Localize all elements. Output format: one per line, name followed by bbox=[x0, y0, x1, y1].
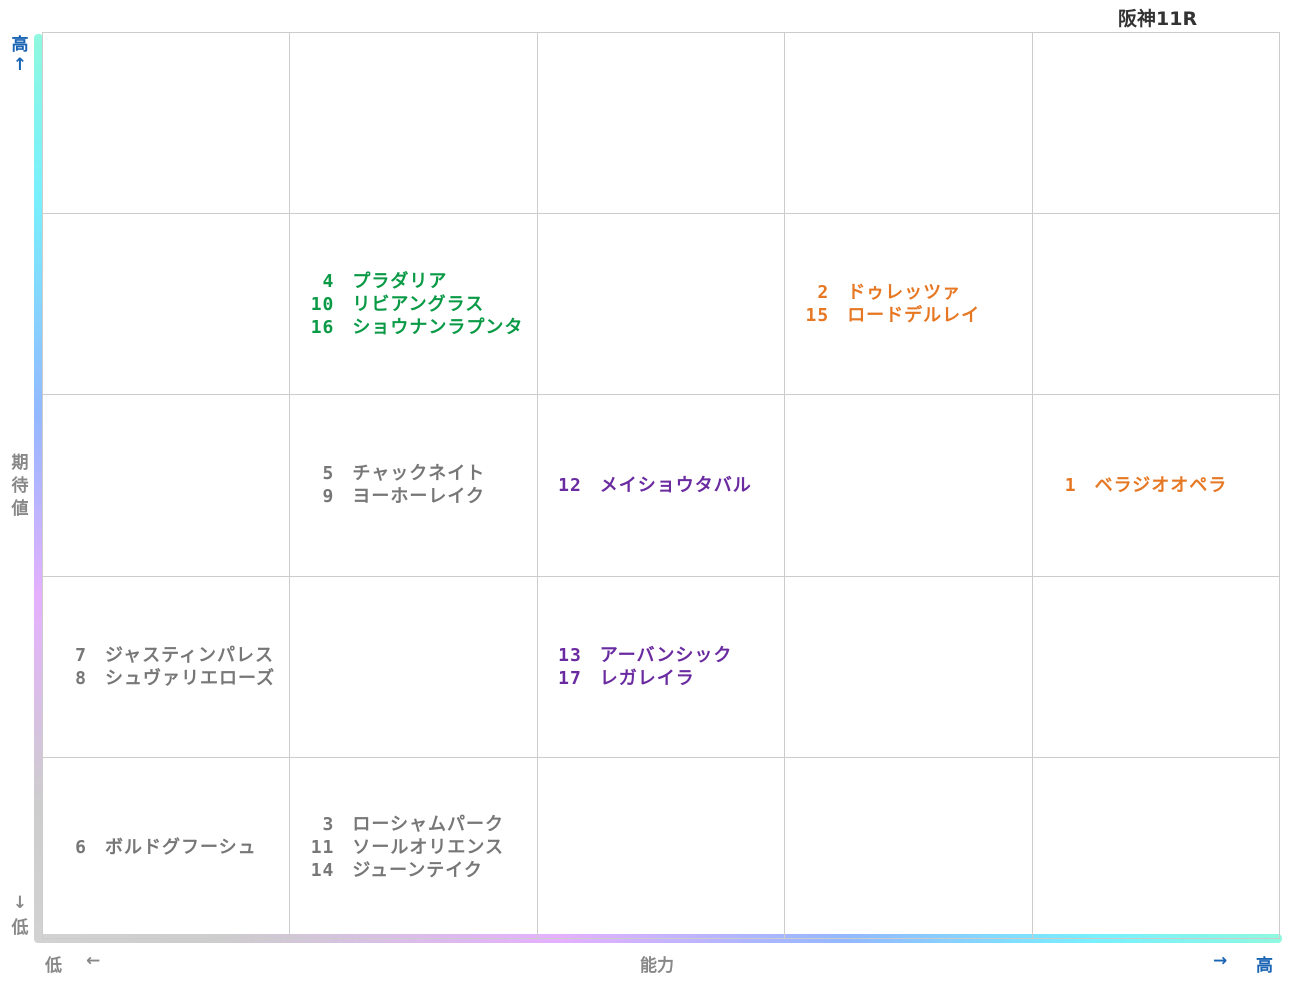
y-axis-gradient-bar bbox=[34, 34, 43, 942]
horse-number: 11 bbox=[310, 837, 335, 859]
x-axis-low-label: 低 bbox=[45, 956, 62, 976]
horse-entry: 8 シュヴァリエローズ bbox=[57, 667, 289, 690]
grid-cell bbox=[42, 33, 290, 215]
grid-cell bbox=[1031, 576, 1279, 758]
horse-name: ボルドグフーシュ bbox=[105, 837, 257, 859]
horse-entry: 11 ソールオリエンス bbox=[304, 836, 536, 859]
grid-cell bbox=[536, 757, 785, 939]
horse-number: 5 bbox=[322, 463, 335, 485]
left-arrow-icon: ← bbox=[86, 951, 101, 971]
y-axis-high-label: 高 bbox=[11, 35, 29, 55]
grid-cell bbox=[42, 214, 290, 396]
grid-cell bbox=[1031, 757, 1279, 939]
horse-name: ジャスティンパレス bbox=[105, 644, 275, 666]
grid-cell bbox=[289, 33, 537, 215]
horse-number: 17 bbox=[558, 667, 582, 689]
up-arrow-icon: ↑ bbox=[12, 55, 28, 75]
horse-entry: 15 ロードデルレイ bbox=[799, 304, 1031, 327]
grid-cell: 1 ベラジオオペラ bbox=[1031, 395, 1279, 577]
grid-cell bbox=[1031, 33, 1279, 215]
horse-name: プラダリア bbox=[352, 270, 448, 292]
grid-cell bbox=[42, 395, 290, 577]
horse-number: 12 bbox=[558, 474, 582, 496]
grid-cell: 4 プラダリア 10 リビアングラス 16 ショウナンラプンタ bbox=[289, 214, 537, 396]
horse-number: 1 bbox=[1064, 474, 1077, 496]
chart-grid: 4 プラダリア 10 リビアングラス 16 ショウナンラプンタ 2 ドゥレッツァ 15 ロードデル… bbox=[42, 32, 1280, 939]
horse-entry: 3 ローシャムパーク bbox=[304, 813, 536, 836]
horse-entry: 17 レガレイラ bbox=[552, 667, 784, 690]
horse-number: 6 bbox=[75, 837, 87, 859]
horse-name: ローシャムパーク bbox=[352, 814, 505, 836]
down-arrow-icon: ↓ bbox=[12, 893, 28, 913]
horse-number: 2 bbox=[817, 282, 830, 304]
horse-number: 8 bbox=[75, 667, 87, 689]
horse-entry: 2 ドゥレッツァ bbox=[799, 281, 1031, 304]
y-axis-title-char-3: 値 bbox=[11, 499, 29, 519]
horse-name: ジューンテイク bbox=[352, 860, 483, 882]
grid-cell bbox=[536, 33, 785, 215]
horse-entry: 1 ベラジオオペラ bbox=[1047, 474, 1279, 497]
horse-number: 4 bbox=[322, 270, 335, 292]
horse-entry: 16 ショウナンラプンタ bbox=[304, 316, 536, 339]
x-axis-high-label: 高 bbox=[1256, 956, 1273, 976]
grid-cell: 13 アーバンシック 17 レガレイラ bbox=[536, 576, 785, 758]
horse-entry: 9 ヨーホーレイク bbox=[304, 485, 536, 508]
y-axis-title-char-1: 期 bbox=[11, 453, 29, 473]
horse-number: 14 bbox=[310, 860, 335, 882]
grid-cell: 3 ローシャムパーク 11 ソールオリエンス 14 ジューンテイク bbox=[289, 757, 537, 939]
horse-number: 16 bbox=[310, 316, 335, 338]
grid-cell: 12 メイショウタバル bbox=[536, 395, 785, 577]
horse-entry: 12 メイショウタバル bbox=[552, 474, 784, 497]
horse-name: シュヴァリエローズ bbox=[105, 667, 276, 689]
horse-name: ベラジオオペラ bbox=[1094, 474, 1228, 496]
grid-cell bbox=[536, 214, 785, 396]
grid-cell bbox=[289, 576, 537, 758]
grid-cell: 7 ジャスティンパレス 8 シュヴァリエローズ bbox=[42, 576, 290, 758]
horse-number: 15 bbox=[805, 305, 830, 327]
grid-cell: 2 ドゥレッツァ 15 ロードデルレイ bbox=[784, 214, 1032, 396]
horse-entry: 6 ボルドグフーシュ bbox=[57, 836, 289, 859]
horse-number: 7 bbox=[75, 644, 87, 666]
horse-entry: 10 リビアングラス bbox=[304, 293, 536, 316]
horse-name: ヨーホーレイク bbox=[352, 486, 486, 508]
horse-name: リビアングラス bbox=[352, 293, 485, 315]
grid-cell bbox=[784, 757, 1032, 939]
grid-cell: 5 チャックネイト 9 ヨーホーレイク bbox=[289, 395, 537, 577]
horse-name: メイショウタバル bbox=[599, 474, 752, 496]
x-axis-title: 能力 bbox=[640, 956, 674, 976]
horse-entry: 13 アーバンシック bbox=[552, 644, 784, 667]
horse-entry: 7 ジャスティンパレス bbox=[57, 644, 289, 667]
right-arrow-icon: → bbox=[1213, 951, 1228, 971]
horse-name: ドゥレッツァ bbox=[847, 282, 962, 304]
horse-entry: 5 チャックネイト bbox=[304, 462, 536, 485]
grid-cell bbox=[784, 576, 1032, 758]
horse-name: レガレイラ bbox=[599, 667, 695, 689]
horse-name: アーバンシック bbox=[599, 644, 733, 666]
y-axis-title-char-2: 待 bbox=[11, 476, 29, 496]
horse-entry: 4 プラダリア bbox=[304, 270, 536, 293]
horse-name: ロードデルレイ bbox=[847, 305, 981, 327]
race-title: 阪神11R bbox=[1118, 8, 1198, 30]
grid-cell bbox=[784, 33, 1032, 215]
horse-number: 9 bbox=[322, 486, 335, 508]
horse-number: 3 bbox=[322, 814, 335, 836]
horse-entry: 14 ジューンテイク bbox=[304, 859, 536, 882]
horse-name: チャックネイト bbox=[352, 463, 486, 485]
horse-name: ソールオリエンス bbox=[352, 837, 505, 859]
horse-name: ショウナンラプンタ bbox=[352, 316, 524, 338]
horse-number: 13 bbox=[558, 644, 582, 666]
y-axis-low-label: 低 bbox=[11, 918, 29, 938]
grid-cell bbox=[784, 395, 1032, 577]
grid-cell: 6 ボルドグフーシュ bbox=[42, 757, 290, 939]
horse-number: 10 bbox=[310, 293, 335, 315]
grid-cell bbox=[1031, 214, 1279, 396]
